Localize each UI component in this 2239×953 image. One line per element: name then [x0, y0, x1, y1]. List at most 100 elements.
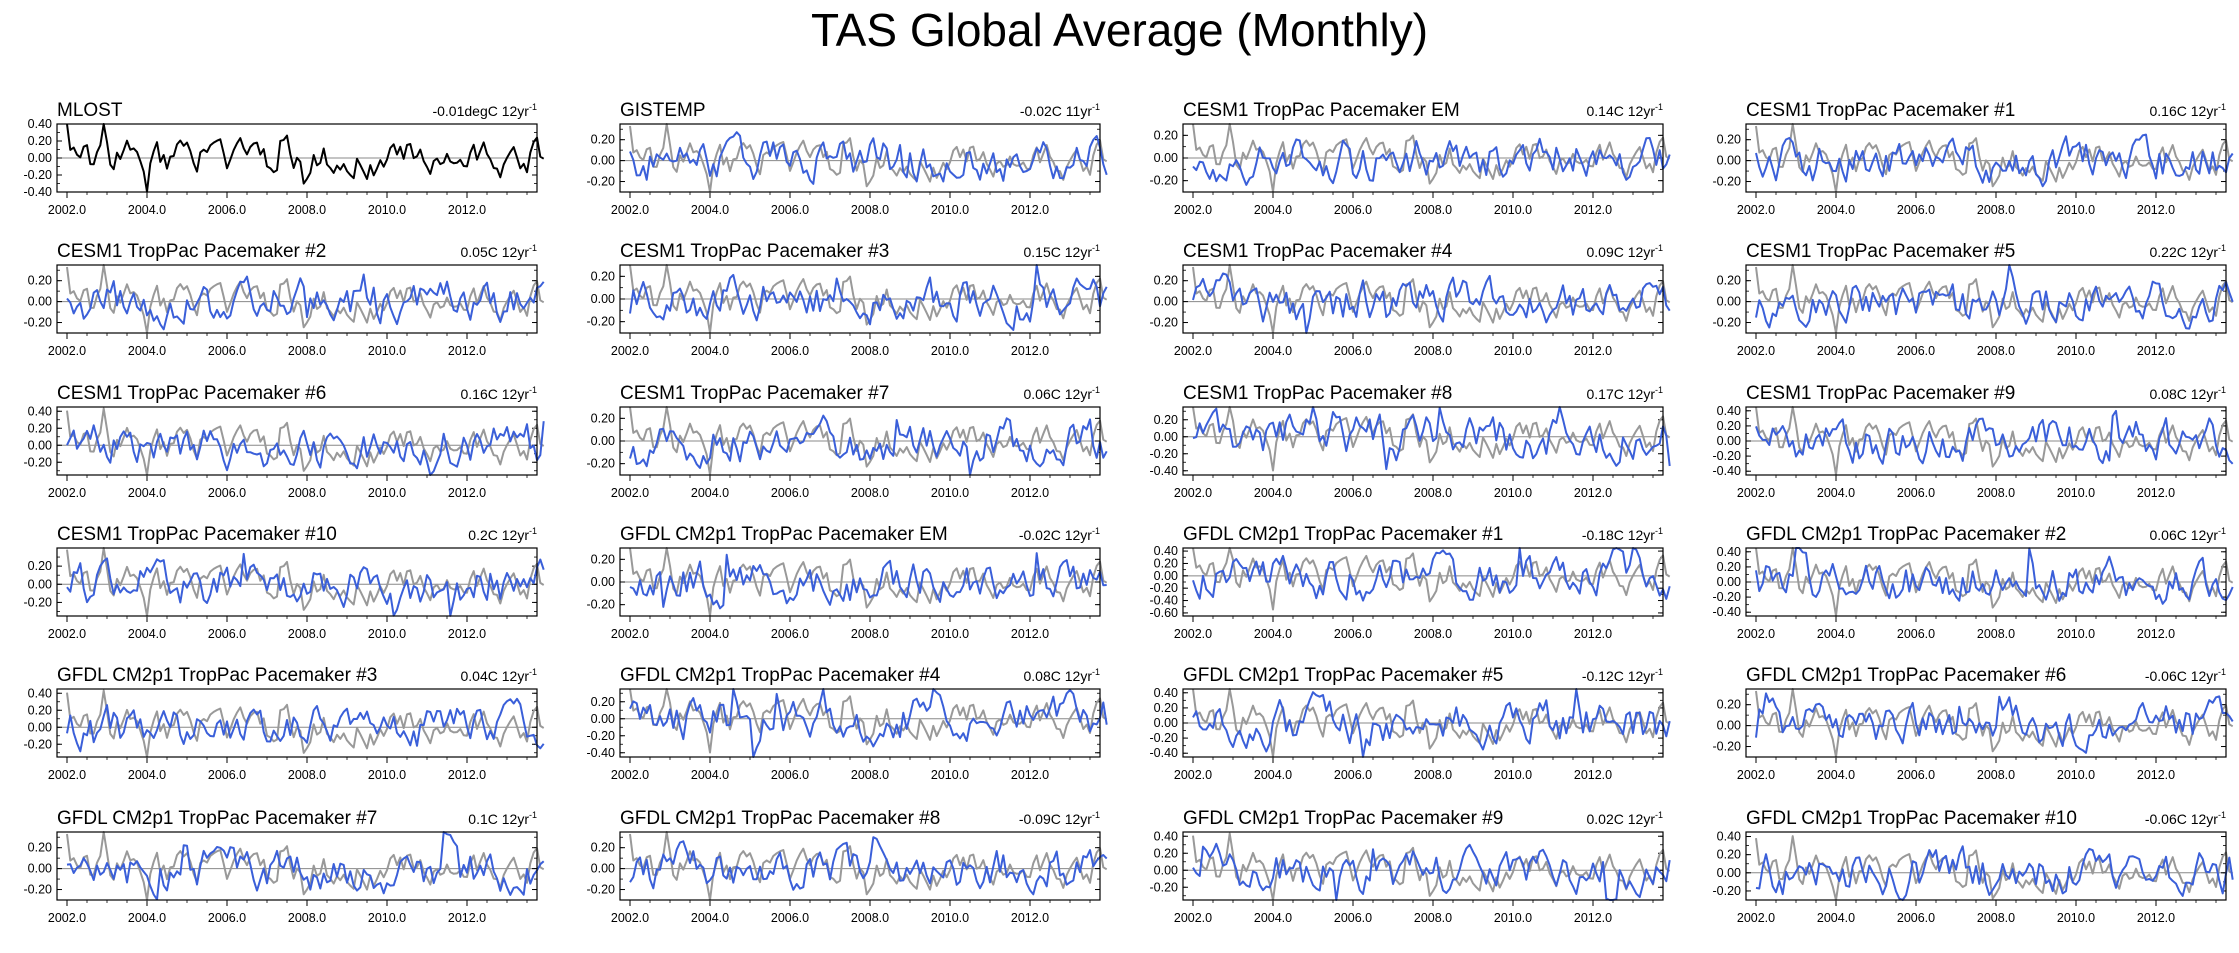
- panel-svg: GFDL CM2p1 TropPac Pacemaker #4 0.08C 12y…: [587, 665, 1108, 782]
- panel-svg: GFDL CM2p1 TropPac Pacemaker #9 0.02C 12y…: [1150, 808, 1671, 925]
- x-tick-label: 2004.0: [1817, 203, 1855, 217]
- panel-title: GFDL CM2p1 TropPac Pacemaker #5: [1183, 665, 1503, 686]
- x-tick-label: 2004.0: [1817, 911, 1855, 925]
- y-tick-label: -0.20: [1713, 449, 1742, 463]
- x-tick-label: 2010.0: [2057, 627, 2095, 641]
- model-series-line: [629, 836, 1108, 896]
- x-tick-label: 2006.0: [1334, 203, 1372, 217]
- y-tick-label: 0.00: [591, 434, 615, 448]
- y-tick-label: -0.20: [1150, 447, 1179, 461]
- x-tick-label: 2008.0: [851, 911, 889, 925]
- x-tick-label: 2006.0: [1897, 627, 1935, 641]
- panel-svg: GFDL CM2p1 TropPac Pacemaker #10 -0.06C 1…: [1713, 808, 2234, 925]
- x-tick-label: 2004.0: [1254, 486, 1292, 500]
- x-tick-label: 2012.0: [1574, 344, 1612, 358]
- model-series-line: [1192, 272, 1671, 334]
- panel-title: GFDL CM2p1 TropPac Pacemaker #10: [1746, 808, 2077, 829]
- x-tick-label: 2004.0: [691, 203, 729, 217]
- panel-trend: 0.08C 12yr-1: [2150, 385, 2227, 402]
- plot-frame: [1745, 831, 2227, 901]
- y-tick-label: 0.20: [1717, 274, 1741, 288]
- model-series-line: [1755, 409, 2234, 465]
- y-tick-label: -0.40: [1150, 594, 1179, 608]
- plot-frame: [1745, 688, 2227, 758]
- y-tick-label: -0.20: [587, 457, 616, 471]
- x-tick-label: 2012.0: [2137, 911, 2175, 925]
- x-tick-label: 2002.0: [1737, 768, 1775, 782]
- y-tick-label: 0.00: [1154, 716, 1178, 730]
- y-tick-label: 0.00: [1154, 569, 1178, 583]
- x-tick-label: 2010.0: [1494, 911, 1532, 925]
- x-tick-label: 2002.0: [1174, 911, 1212, 925]
- x-tick-label: 2010.0: [1494, 486, 1532, 500]
- x-tick-label: 2004.0: [128, 203, 166, 217]
- y-tick-label: -0.20: [1150, 581, 1179, 595]
- x-tick-label: 2012.0: [2137, 344, 2175, 358]
- y-tick-label: 0.00: [591, 712, 615, 726]
- y-tick-label: 0.20: [591, 552, 615, 566]
- panel-trend: 0.05C 12yr-1: [461, 243, 538, 260]
- y-tick-label: 0.00: [1154, 863, 1178, 877]
- y-tick-label: 0.40: [1154, 544, 1178, 558]
- panel-title: GFDL CM2p1 TropPac Pacemaker #8: [620, 808, 940, 829]
- panel-trend: 0.16C 12yr-1: [461, 385, 538, 402]
- chart-panel: GFDL CM2p1 TropPac Pacemaker #7 0.1C 12yr…: [12, 800, 574, 932]
- chart-panel: GFDL CM2p1 TropPac Pacemaker #10 -0.06C 1…: [1701, 800, 2239, 932]
- reference-series-line: [66, 264, 545, 334]
- x-tick-label: 2012.0: [1574, 627, 1612, 641]
- y-tick-label: -0.40: [1150, 746, 1179, 760]
- y-tick-label: -0.20: [24, 883, 53, 897]
- x-tick-label: 2006.0: [771, 344, 809, 358]
- panel-trend: -0.12C 12yr-1: [1582, 667, 1663, 684]
- x-tick-label: 2004.0: [128, 768, 166, 782]
- panel-svg: GFDL CM2p1 TropPac Pacemaker #7 0.1C 12yr…: [24, 808, 545, 925]
- x-tick-label: 2006.0: [208, 768, 246, 782]
- x-tick-label: 2002.0: [1737, 486, 1775, 500]
- x-tick-label: 2008.0: [288, 911, 326, 925]
- model-series-line: [1192, 547, 1671, 602]
- chart-panel: GISTEMP -0.02C 11yr-1 0.20 0.00 -0.20 2002.0 2…: [575, 92, 1137, 224]
- x-tick-label: 2002.0: [611, 768, 649, 782]
- y-tick-label: -0.20: [24, 737, 53, 751]
- x-tick-label: 2012.0: [1011, 203, 1049, 217]
- x-tick-label: 2002.0: [48, 627, 86, 641]
- x-tick-label: 2004.0: [1817, 486, 1855, 500]
- panel-svg: CESM1 TropPac Pacemaker #3 0.15C 12yr-1 0.…: [587, 241, 1108, 358]
- panel-svg: GISTEMP -0.02C 11yr-1 0.20 0.00 -0.20 2002.0 2…: [587, 100, 1108, 217]
- y-tick-label: 0.20: [591, 695, 615, 709]
- x-tick-label: 2004.0: [1254, 627, 1292, 641]
- panel-title: GFDL CM2p1 TropPac Pacemaker #9: [1183, 808, 1503, 829]
- y-tick-label: 0.00: [1717, 866, 1741, 880]
- plot-frame: [619, 688, 1101, 758]
- x-tick-label: 2006.0: [208, 911, 246, 925]
- x-tick-label: 2002.0: [48, 911, 86, 925]
- x-tick-label: 2008.0: [851, 486, 889, 500]
- x-tick-label: 2004.0: [128, 627, 166, 641]
- y-tick-label: -0.20: [24, 316, 53, 330]
- chart-panel: GFDL CM2p1 TropPac Pacemaker EM -0.02C 12…: [575, 516, 1137, 648]
- plot-frame: [1182, 688, 1664, 758]
- x-tick-label: 2006.0: [1897, 203, 1935, 217]
- x-tick-label: 2008.0: [1414, 911, 1452, 925]
- y-tick-label: 0.20: [28, 703, 52, 717]
- x-tick-label: 2010.0: [2057, 344, 2095, 358]
- reference-series-line: [629, 406, 1108, 476]
- plot-frame: [1182, 264, 1664, 334]
- y-tick-label: 0.20: [28, 134, 52, 148]
- x-tick-label: 2004.0: [1817, 344, 1855, 358]
- x-tick-label: 2006.0: [208, 486, 246, 500]
- x-tick-label: 2010.0: [368, 344, 406, 358]
- y-tick-label: 0.40: [28, 686, 52, 700]
- model-series-line: [66, 552, 545, 617]
- y-tick-label: -0.20: [587, 175, 616, 189]
- x-tick-label: 2012.0: [2137, 768, 2175, 782]
- y-tick-label: 0.40: [1154, 686, 1178, 700]
- plot-frame: [56, 688, 538, 758]
- reference-series-line: [629, 688, 1108, 754]
- panel-trend: 0.2C 12yr-1: [468, 526, 537, 543]
- x-tick-label: 2010.0: [1494, 627, 1532, 641]
- panel-svg: CESM1 TropPac Pacemaker #8 0.17C 12yr-1 0.…: [1150, 383, 1671, 500]
- x-tick-label: 2010.0: [1494, 344, 1532, 358]
- x-tick-label: 2010.0: [368, 768, 406, 782]
- reference-series-line: [629, 123, 1108, 193]
